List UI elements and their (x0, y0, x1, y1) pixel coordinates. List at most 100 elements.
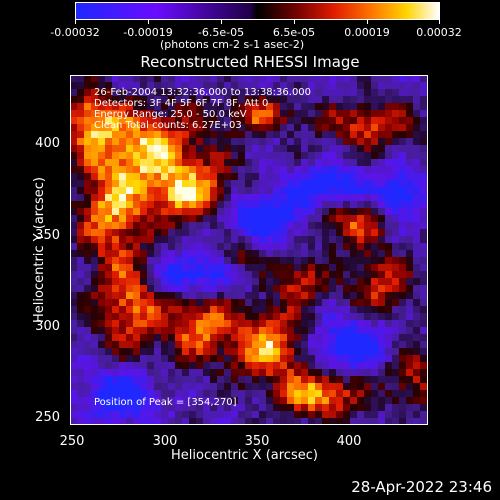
image-pixel (287, 369, 294, 376)
image-pixel (224, 215, 231, 222)
image-pixel (98, 348, 105, 355)
image-pixel (280, 341, 287, 348)
image-pixel (217, 152, 224, 159)
image-pixel (385, 124, 392, 131)
image-pixel (357, 208, 364, 215)
image-pixel (252, 145, 259, 152)
image-pixel (329, 152, 336, 159)
image-pixel (112, 362, 119, 369)
image-pixel (133, 383, 140, 390)
image-pixel (119, 390, 126, 397)
image-pixel (252, 152, 259, 159)
image-pixel (399, 75, 406, 82)
image-pixel (245, 369, 252, 376)
image-pixel (217, 327, 224, 334)
image-pixel (259, 110, 266, 117)
image-pixel (252, 117, 259, 124)
image-pixel (385, 250, 392, 257)
image-pixel (168, 306, 175, 313)
image-pixel (154, 229, 161, 236)
image-pixel (91, 194, 98, 201)
image-pixel (294, 299, 301, 306)
image-pixel (287, 236, 294, 243)
image-pixel (329, 131, 336, 138)
image-pixel (112, 390, 119, 397)
image-pixel (336, 292, 343, 299)
image-pixel (378, 236, 385, 243)
image-pixel (266, 75, 273, 82)
image-pixel (294, 404, 301, 411)
image-pixel (196, 215, 203, 222)
image-pixel (308, 376, 315, 383)
image-pixel (406, 117, 413, 124)
image-pixel (399, 264, 406, 271)
image-pixel (182, 390, 189, 397)
image-pixel (364, 166, 371, 173)
image-pixel (413, 215, 420, 222)
image-pixel (196, 229, 203, 236)
image-pixel (364, 89, 371, 96)
image-pixel (147, 341, 154, 348)
image-pixel (392, 103, 399, 110)
image-pixel (231, 404, 238, 411)
image-pixel (133, 89, 140, 96)
image-pixel (336, 243, 343, 250)
image-pixel (343, 411, 350, 418)
image-pixel (420, 327, 427, 334)
image-pixel (105, 180, 112, 187)
image-pixel (175, 82, 182, 89)
image-pixel (91, 390, 98, 397)
image-pixel (336, 271, 343, 278)
image-pixel (273, 124, 280, 131)
image-pixel (84, 271, 91, 278)
image-pixel (378, 229, 385, 236)
image-pixel (294, 341, 301, 348)
image-pixel (126, 131, 133, 138)
image-pixel (196, 194, 203, 201)
image-pixel (378, 201, 385, 208)
image-pixel (315, 334, 322, 341)
image-pixel (357, 222, 364, 229)
image-pixel (287, 131, 294, 138)
y-tick-label: 350 (35, 228, 60, 243)
image-pixel (112, 299, 119, 306)
image-pixel (329, 75, 336, 82)
image-pixel (294, 285, 301, 292)
image-pixel (203, 348, 210, 355)
image-pixel (336, 250, 343, 257)
image-pixel (385, 271, 392, 278)
image-pixel (224, 236, 231, 243)
image-pixel (343, 152, 350, 159)
image-pixel (245, 348, 252, 355)
image-pixel (273, 313, 280, 320)
image-pixel (301, 180, 308, 187)
image-pixel (399, 418, 406, 425)
image-pixel (294, 208, 301, 215)
image-pixel (266, 208, 273, 215)
image-pixel (133, 397, 140, 404)
image-pixel (329, 159, 336, 166)
image-pixel (315, 110, 322, 117)
image-pixel (203, 117, 210, 124)
image-pixel (210, 306, 217, 313)
image-pixel (378, 75, 385, 82)
image-pixel (224, 376, 231, 383)
image-pixel (315, 187, 322, 194)
image-pixel (287, 362, 294, 369)
image-pixel (280, 180, 287, 187)
image-pixel (91, 208, 98, 215)
image-pixel (266, 397, 273, 404)
image-pixel (273, 110, 280, 117)
image-pixel (385, 82, 392, 89)
image-pixel (189, 313, 196, 320)
image-pixel (392, 383, 399, 390)
image-pixel (280, 243, 287, 250)
image-pixel (161, 362, 168, 369)
image-pixel (133, 313, 140, 320)
plot-timestamp: 28-Apr-2022 23:46 (351, 478, 492, 496)
image-pixel (336, 334, 343, 341)
image-pixel (119, 383, 126, 390)
image-pixel (133, 250, 140, 257)
image-pixel (273, 96, 280, 103)
x-tick-label: 350 (244, 434, 270, 449)
